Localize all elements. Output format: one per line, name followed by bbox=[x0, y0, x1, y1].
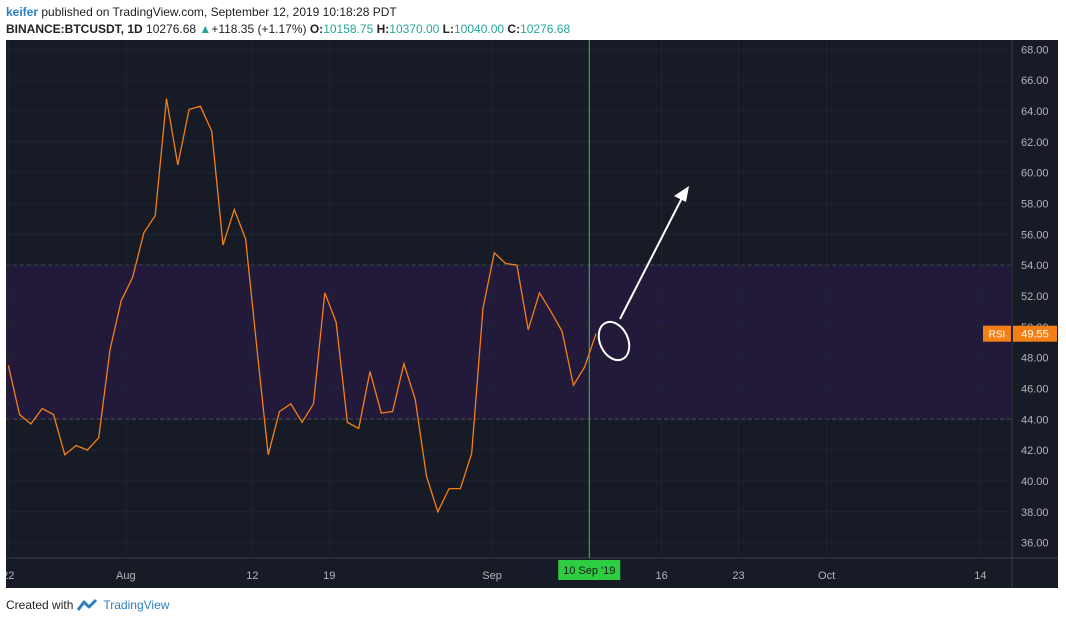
y-tick-label: 56.00 bbox=[1021, 229, 1049, 241]
x-tick-label: 23 bbox=[732, 570, 744, 582]
y-tick-label: 48.00 bbox=[1021, 353, 1049, 365]
y-tick-label: 68.00 bbox=[1021, 44, 1049, 56]
high-label: H: bbox=[376, 22, 390, 36]
up-arrow-line bbox=[619, 193, 685, 320]
crosshair-date-badge: 10 Sep '19 bbox=[558, 560, 621, 580]
created-with-text: Created with bbox=[6, 598, 74, 612]
chart-header: keifer published on TradingView.com, Sep… bbox=[6, 4, 1056, 38]
x-tick-label: 14 bbox=[974, 570, 986, 582]
symbol-label: BINANCE:BTCUSDT, 1D bbox=[6, 22, 143, 36]
x-tick-label: 22 bbox=[6, 570, 14, 582]
y-tick-label: 54.00 bbox=[1021, 260, 1049, 272]
x-tick-label: 19 bbox=[323, 570, 335, 582]
tradingview-logo-icon[interactable] bbox=[77, 598, 99, 612]
y-tick-label: 40.00 bbox=[1021, 476, 1049, 488]
crosshair-date-label: 10 Sep '19 bbox=[563, 565, 615, 577]
rsi-band bbox=[6, 265, 1012, 420]
rsi-badge: RSI 49.55 bbox=[983, 325, 1057, 342]
x-tick-label: Aug bbox=[116, 570, 136, 582]
high-value: 10370.00 bbox=[389, 22, 440, 36]
change-arrow-icon: ▲ bbox=[199, 22, 212, 36]
rsi-chart[interactable]: 68.00 66.00 64.00 62.00 60.00 58.00 56.00 54.00… bbox=[6, 40, 1058, 588]
rsi-value-label: 49.55 bbox=[1021, 329, 1049, 341]
x-tick-label: Oct bbox=[818, 570, 835, 582]
close-value: 10276.68 bbox=[520, 22, 571, 36]
rsi-label: RSI bbox=[989, 330, 1006, 341]
y-tick-label: 60.00 bbox=[1021, 168, 1049, 180]
x-tick-label: Sep bbox=[482, 570, 502, 582]
ohlc-line: BINANCE:BTCUSDT, 1D 10276.68 ▲+118.35 (+… bbox=[6, 21, 1056, 38]
price-change: +118.35 (+1.17%) bbox=[211, 22, 307, 36]
y-tick-label: 44.00 bbox=[1021, 414, 1049, 426]
y-tick-label: 52.00 bbox=[1021, 291, 1049, 303]
x-tick-label: 16 bbox=[655, 570, 667, 582]
tradingview-brand[interactable]: TradingView bbox=[103, 598, 170, 612]
low-label: L: bbox=[442, 22, 454, 36]
y-tick-label: 38.00 bbox=[1021, 507, 1049, 519]
x-tick-label: 12 bbox=[246, 570, 258, 582]
rsi-series-line bbox=[7, 98, 597, 514]
open-value: 10158.75 bbox=[323, 22, 374, 36]
last-price: 10276.68 bbox=[146, 22, 197, 36]
y-tick-label: 42.00 bbox=[1021, 445, 1049, 457]
y-tick-label: 46.00 bbox=[1021, 383, 1049, 395]
publish-line: keifer published on TradingView.com, Sep… bbox=[6, 4, 1056, 21]
x-axis-ticks: 22 Aug 12 19 Sep 16 23 Oct 14 bbox=[6, 40, 986, 582]
highlight-circle bbox=[597, 320, 631, 362]
footer: Created with TradingView bbox=[6, 598, 169, 612]
y-tick-label: 62.00 bbox=[1021, 137, 1049, 149]
low-value: 10040.00 bbox=[454, 22, 505, 36]
y-tick-label: 58.00 bbox=[1021, 198, 1049, 210]
y-tick-label: 36.00 bbox=[1021, 538, 1049, 550]
y-axis-ticks: 68.00 66.00 64.00 62.00 60.00 58.00 56.00 54.00… bbox=[6, 44, 1049, 550]
close-label: C: bbox=[507, 22, 521, 36]
open-label: O: bbox=[309, 22, 324, 36]
y-tick-label: 64.00 bbox=[1021, 106, 1049, 118]
up-arrow-head bbox=[674, 186, 689, 202]
y-axis-area bbox=[1012, 40, 1058, 588]
published-text: published on TradingView.com, September … bbox=[41, 5, 397, 19]
y-tick-label: 66.00 bbox=[1021, 75, 1049, 87]
author-name[interactable]: keifer bbox=[6, 5, 39, 19]
